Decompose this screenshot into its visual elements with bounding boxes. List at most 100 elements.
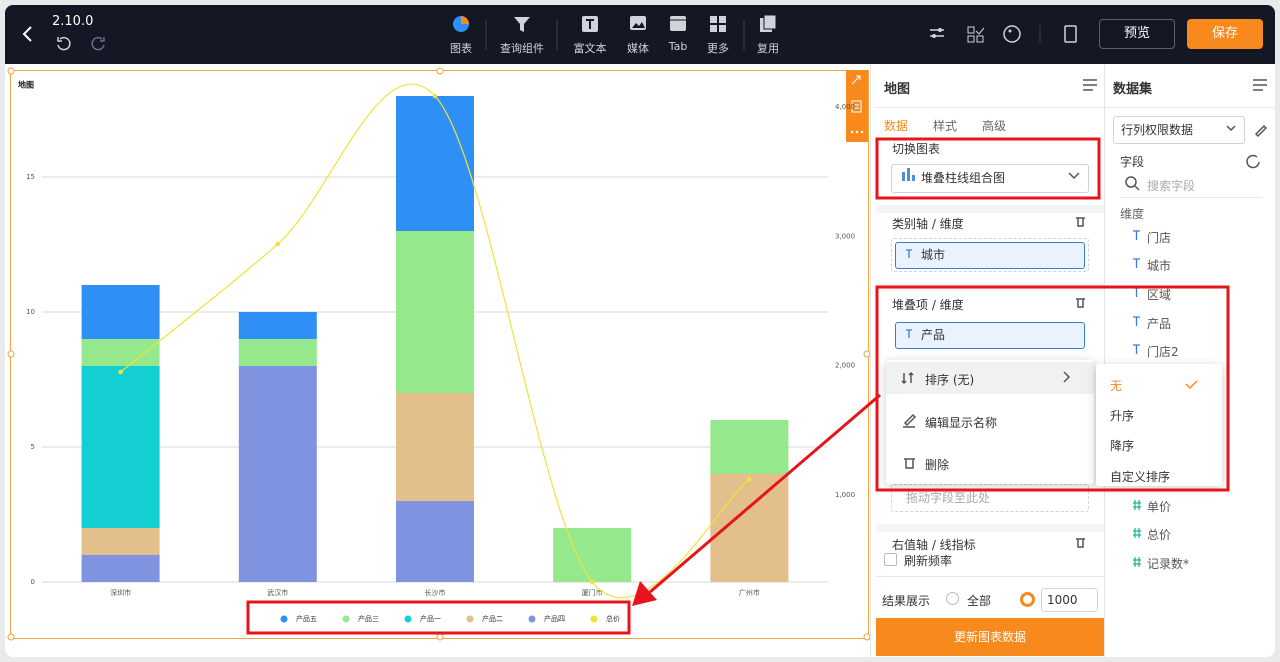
legend-label: 总价	[606, 614, 620, 623]
section-label: 右值轴 / 线指标	[892, 538, 976, 552]
toolbar-item[interactable]: 查询组件	[500, 42, 544, 55]
legend-swatch	[528, 615, 536, 623]
y2-tick-label: 4,000	[835, 103, 855, 111]
menu-item[interactable]: 编辑显示名称	[925, 416, 998, 430]
bar-segment	[238, 312, 317, 339]
dimension[interactable]: 门店2	[1147, 345, 1179, 359]
divider	[876, 107, 1104, 108]
submenu-item[interactable]: 无	[1110, 379, 1123, 393]
tab[interactable]: 数据	[884, 119, 909, 133]
version: 2.10.0	[52, 14, 94, 29]
line-point	[275, 241, 281, 247]
bar-segment	[396, 501, 474, 582]
measure[interactable]: 记录数*	[1147, 557, 1190, 571]
bar-segment	[238, 339, 317, 366]
component-tools[interactable]	[846, 70, 868, 142]
legend-swatch	[590, 615, 598, 623]
divider	[876, 524, 1104, 532]
x-tick-label: 武汉市	[267, 588, 288, 597]
search[interactable]: 搜索字段	[1147, 179, 1196, 193]
x-tick-label: 广州市	[739, 588, 760, 597]
legend-label: 产品一	[420, 614, 441, 623]
divider	[1105, 107, 1275, 108]
legend-label: 产品五	[296, 614, 317, 623]
preview-button[interactable]: 预览	[1099, 19, 1175, 49]
section-label: 维度	[1120, 207, 1145, 221]
x-tick-label: 深圳市	[110, 588, 131, 597]
dimension[interactable]: 门店	[1147, 231, 1172, 245]
dimension[interactable]: 城市	[1147, 259, 1172, 273]
chart-type: 堆叠柱线组合图	[921, 171, 1006, 185]
section-label: 类别轴 / 维度	[892, 217, 964, 231]
dimension[interactable]: 产品	[1147, 317, 1172, 331]
checkbox[interactable]	[884, 553, 897, 566]
divider	[1120, 197, 1262, 198]
tab[interactable]: 样式	[933, 119, 958, 133]
legend-swatch	[404, 615, 412, 623]
dimension[interactable]: 区域	[1147, 288, 1172, 302]
toolbar-item[interactable]: 图表	[450, 42, 472, 55]
limit-input[interactable]: 1000	[1041, 588, 1098, 612]
toolbar-item[interactable]: Tab	[668, 40, 688, 53]
y2-tick-label: 1,000	[835, 491, 855, 499]
toolbar-item[interactable]: 复用	[757, 42, 779, 55]
bar-segment	[81, 555, 160, 582]
divider	[1104, 64, 1105, 657]
top-icons	[22, 14, 1077, 51]
toolbar-item[interactable]: 富文本	[573, 42, 607, 55]
field-chip[interactable]: 产品	[895, 322, 1085, 349]
bar-segment	[81, 285, 160, 339]
save-button[interactable]: 保存	[1187, 19, 1263, 49]
bar-segment	[81, 339, 160, 366]
chart-title: 地图	[18, 80, 34, 90]
legend-swatch	[342, 615, 350, 623]
measure[interactable]: 单价	[1147, 500, 1172, 514]
legend-swatch	[280, 615, 288, 623]
legend-label: 产品四	[544, 614, 565, 623]
line-point	[747, 477, 752, 482]
y-tick-label: 5	[31, 443, 35, 451]
divider	[876, 205, 1104, 213]
legend-label: 产品三	[358, 614, 379, 623]
bar-segment	[396, 393, 474, 501]
field-chip[interactable]: 城市	[895, 242, 1085, 269]
divider	[870, 64, 871, 657]
legend-swatch	[466, 615, 474, 623]
radio[interactable]	[946, 592, 959, 605]
tab[interactable]: 高级	[982, 119, 1007, 133]
drop-zone[interactable]	[891, 238, 1089, 272]
divider	[876, 283, 1104, 291]
toolbar-item[interactable]: 媒体	[627, 42, 649, 55]
chart: 地图 0 5 10 15 1,000 2,000 3,000 4,000 深圳市 武汉市 长沙市 厦门…	[7, 67, 870, 641]
result-label: 结果展示	[882, 594, 931, 608]
dataset-select[interactable]: 行列权限数据	[1113, 116, 1245, 144]
bar-segment	[553, 528, 632, 582]
y-tick-label: 15	[26, 173, 35, 181]
update-button[interactable]: 更新图表数据	[876, 618, 1104, 656]
menu-hover	[886, 362, 1094, 394]
line-point	[589, 579, 595, 585]
bar-segment	[238, 366, 317, 582]
x-tick-label: 厦门市	[582, 588, 603, 597]
menu-item[interactable]: 删除	[925, 458, 950, 472]
toolbar-item[interactable]: 更多	[707, 42, 729, 55]
line-point	[118, 369, 123, 375]
measure[interactable]: 总价	[1147, 528, 1172, 542]
bar-segment	[396, 231, 474, 393]
submenu-item[interactable]: 降序	[1110, 439, 1135, 453]
line-point	[432, 93, 438, 99]
submenu-item[interactable]: 自定义排序	[1110, 470, 1171, 484]
section-label: 切换图表	[892, 142, 941, 156]
y2-tick-label: 2,000	[835, 362, 855, 370]
menu-item[interactable]: 排序 (无)	[925, 373, 975, 387]
bar-segment	[710, 420, 789, 474]
radio[interactable]	[1020, 592, 1035, 607]
submenu-item[interactable]: 升序	[1110, 409, 1135, 423]
divider	[876, 576, 1104, 577]
section-label: 字段	[1120, 155, 1145, 169]
section-label: 堆叠项 / 维度	[892, 298, 964, 312]
radio-label: 全部	[967, 594, 992, 608]
y2-tick-label: 3,000	[835, 232, 855, 240]
bar-segment	[396, 96, 474, 231]
